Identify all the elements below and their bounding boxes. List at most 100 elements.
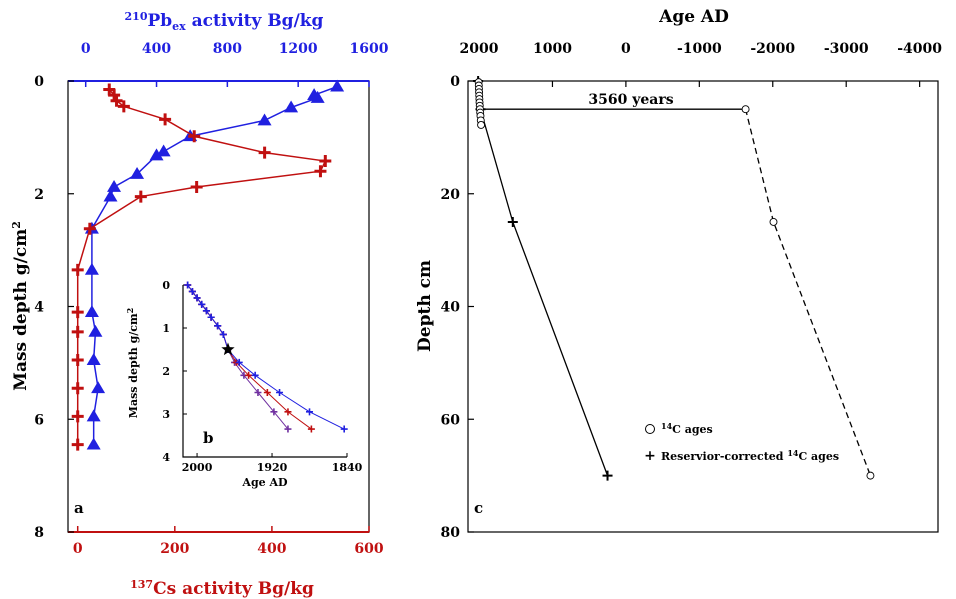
series-line-c	[477, 80, 609, 476]
pb210-point	[284, 100, 299, 113]
y-tick-label-c: 60	[441, 412, 461, 428]
y-tick-label-c: 20	[441, 187, 461, 203]
cs137-point	[108, 89, 121, 102]
bottom-tick-label-a: 600	[354, 541, 383, 557]
pb210-point	[149, 148, 164, 161]
inset-point	[235, 358, 243, 366]
y-tick-label-a: 0	[34, 74, 44, 90]
y-tick-label-c: 0	[450, 74, 460, 90]
cs137-point	[71, 325, 84, 338]
cs137-point	[258, 146, 271, 159]
cs137-point	[134, 190, 147, 203]
pb210-point	[91, 381, 106, 394]
inset-point	[202, 307, 210, 315]
legend-c: 14C ages + Reservior-corrected 14C ages	[644, 421, 839, 464]
inset-point	[270, 408, 278, 416]
top-tick-label-c: 1000	[533, 41, 572, 57]
inset-x-axis-title: Age AD	[241, 476, 288, 489]
panel-b-inset: 0 1 2 3 4 2000 1920 1840 Age AD Mass depth g/cm2 b	[125, 279, 363, 489]
top-axis-title-sup: 210	[125, 10, 148, 23]
top-tick-label-c: -2000	[750, 41, 795, 57]
top-axis-title-main: Pb	[148, 11, 173, 31]
pb210-point	[130, 167, 145, 179]
y-tick-label-a: 4	[34, 300, 44, 316]
cs137-point	[190, 180, 203, 193]
cs137-point	[71, 438, 84, 451]
top-tick-label-c: 0	[621, 41, 631, 57]
y-axis-title-a: Mass depth g/cm2	[10, 221, 31, 391]
inset-point	[188, 287, 196, 295]
bottom-axis-title-a: 137Cs activity Bg/kg	[130, 578, 314, 599]
y-tick-label-c: 80	[441, 525, 461, 541]
panel-c-frame	[467, 80, 939, 533]
cs137-point	[110, 94, 123, 107]
inset-y-axis-title: Mass depth g/cm2	[125, 308, 140, 418]
bottom-axis-title-rest: Cs activity Bg/kg	[153, 579, 314, 599]
top-tick-label-a: 400	[142, 41, 171, 57]
gap-annotation: 3560 years	[588, 92, 673, 108]
cs137-point	[71, 354, 84, 367]
panel-c-letter: c	[474, 499, 483, 517]
y-axis-title-a-sup: 2	[10, 221, 23, 229]
panel-a: 0 400 800 1200 1600 0 200 400 600 0 2 4 6 8 0 1 2 3 4 2000…	[10, 10, 389, 599]
y-axis-title-a-main: Mass depth g/cm	[11, 229, 31, 391]
inset-y-tick-label: 3	[162, 408, 170, 421]
inset-point	[198, 300, 206, 308]
age-point-circle	[769, 217, 778, 226]
inset-point	[251, 371, 259, 379]
inset-y-tick-label: 2	[162, 365, 170, 378]
inset-point	[276, 389, 284, 396]
top-tick-label-a: 1600	[350, 41, 389, 57]
panel-b-letter: b	[203, 429, 214, 447]
inset-point	[254, 389, 262, 396]
cs137-point	[117, 100, 130, 113]
top-axis-title-sub: ex	[172, 20, 186, 33]
top-tick-label-c: 2000	[460, 41, 499, 57]
top-tick-label-c: -4000	[897, 41, 942, 57]
panel-a-series	[71, 79, 345, 451]
pb210-point	[107, 179, 122, 192]
pb210-point	[86, 409, 101, 422]
inset-point	[284, 408, 292, 416]
cs137-point	[319, 155, 332, 168]
y-tick-label-a: 6	[34, 412, 44, 428]
top-tick-label-c: -1000	[677, 41, 722, 57]
cs137-point	[188, 130, 201, 143]
pb210-point	[86, 437, 101, 450]
inset-point	[184, 281, 192, 289]
pb210-point	[330, 79, 345, 92]
bottom-axis-title-sup: 137	[130, 578, 153, 591]
inset-y-tick-label: 1	[162, 322, 170, 335]
cs137-point	[159, 113, 172, 126]
top-axis-title-a: 210Pbex activity Bg/kg	[125, 10, 324, 33]
bottom-tick-label-a: 0	[73, 541, 83, 557]
pb210-point	[88, 324, 103, 337]
age-point-circle	[866, 471, 875, 480]
inset-y-tick-label: 0	[162, 279, 170, 292]
cs137-point	[71, 410, 84, 423]
inset-x-tick-label: 1920	[257, 461, 288, 474]
inset-x-tick-label: 2000	[182, 461, 213, 474]
pb210-point	[103, 189, 118, 202]
corrected-age-point	[507, 216, 518, 227]
cs137-point	[83, 222, 96, 235]
inset-point	[245, 371, 253, 379]
inset-point	[306, 408, 314, 416]
top-tick-label-a: 800	[213, 41, 242, 57]
inset-point	[207, 313, 215, 321]
legend-circle-marker	[645, 424, 655, 434]
y-tick-label-c: 40	[441, 300, 461, 316]
y-axis-title-c: Depth cm	[415, 260, 435, 352]
pb210-point	[84, 305, 99, 318]
y-tick-label-a: 8	[34, 525, 44, 541]
inset-point	[284, 425, 292, 433]
top-axis-title-rest: activity Bg/kg	[186, 11, 324, 31]
age-point-circle	[741, 105, 750, 114]
panel-c-series	[473, 76, 875, 481]
pb210-point	[310, 90, 325, 103]
legend-item-reservoir-corrected: Reservior-corrected 14C ages	[661, 448, 839, 463]
y-tick-label-a: 2	[34, 187, 44, 203]
inset-y-tick-label: 4	[162, 451, 170, 464]
series-line-c	[744, 109, 872, 476]
